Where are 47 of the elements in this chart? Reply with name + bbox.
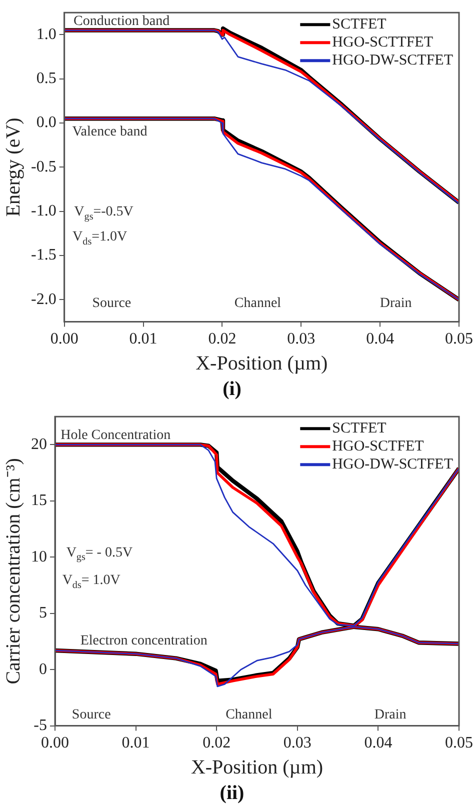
x-tick-label: 0.01 (129, 330, 158, 348)
legend-label: HGO-SCTFET (332, 438, 424, 455)
annotation: Source (92, 296, 132, 311)
annotation: Channel (226, 708, 272, 723)
annotation: Drain (380, 296, 412, 311)
x-tick-label: 0.03 (283, 734, 312, 752)
y-tick-label: 0.5 (36, 70, 56, 88)
y-tick-label: 5 (39, 604, 47, 622)
x-tick-label: 0.02 (202, 734, 231, 752)
text: (i) (222, 378, 242, 400)
x-axis-title: X-Position (µm) (196, 352, 328, 374)
legend-label: HGO-SCTTFET (332, 34, 434, 51)
x-tick-label: 0.03 (287, 330, 316, 348)
x-tick-label: 0.00 (41, 734, 69, 752)
legend-label: HGO-DW-SCTFET (332, 456, 453, 473)
x-tick-label: 0.05 (445, 734, 473, 752)
y-tick-label: -5 (34, 717, 47, 734)
y-tick-label: -0.5 (31, 158, 56, 176)
x-axis-title: X-Position (µm) (190, 756, 324, 778)
annotation: Hole Concentration (60, 428, 171, 443)
x-tick-label: 0.01 (122, 734, 150, 752)
x-tick-label: 0.04 (366, 330, 394, 348)
annotation: Channel (234, 296, 282, 311)
legend-label: SCTFET (332, 420, 386, 437)
x-tick-label: 0.00 (50, 330, 78, 348)
y-tick-label: 1.0 (36, 26, 56, 43)
y-tick-label: -2.0 (31, 290, 56, 308)
x-tick-label: 0.02 (208, 330, 236, 348)
x-tick-label: 0.04 (364, 734, 392, 752)
y-tick-label: -1.5 (31, 246, 56, 264)
legend-label: HGO-DW-SCTFET (332, 52, 453, 69)
y-tick-label: 0.0 (36, 114, 56, 132)
y-tick-label: -1.0 (31, 202, 56, 220)
y-tick-label: 0 (39, 660, 47, 678)
x-tick-label: 0.05 (445, 330, 473, 348)
y-tick-label: 15 (31, 492, 47, 510)
y-tick-label: 20 (31, 436, 47, 453)
annotation: Drain (374, 708, 406, 723)
annotation: Conduction band (74, 14, 170, 29)
y-axis-title: Carrier concentration (cm⁻³) (2, 458, 24, 684)
text: (ii) (220, 782, 244, 804)
annotation: Source (72, 708, 111, 723)
y-axis-title: Energy (eV) (2, 118, 24, 217)
y-tick-label: 10 (31, 548, 47, 566)
annotation: Electron concentration (80, 633, 208, 648)
annotation: Valence band (72, 124, 148, 140)
legend-label: SCTFET (332, 16, 386, 33)
